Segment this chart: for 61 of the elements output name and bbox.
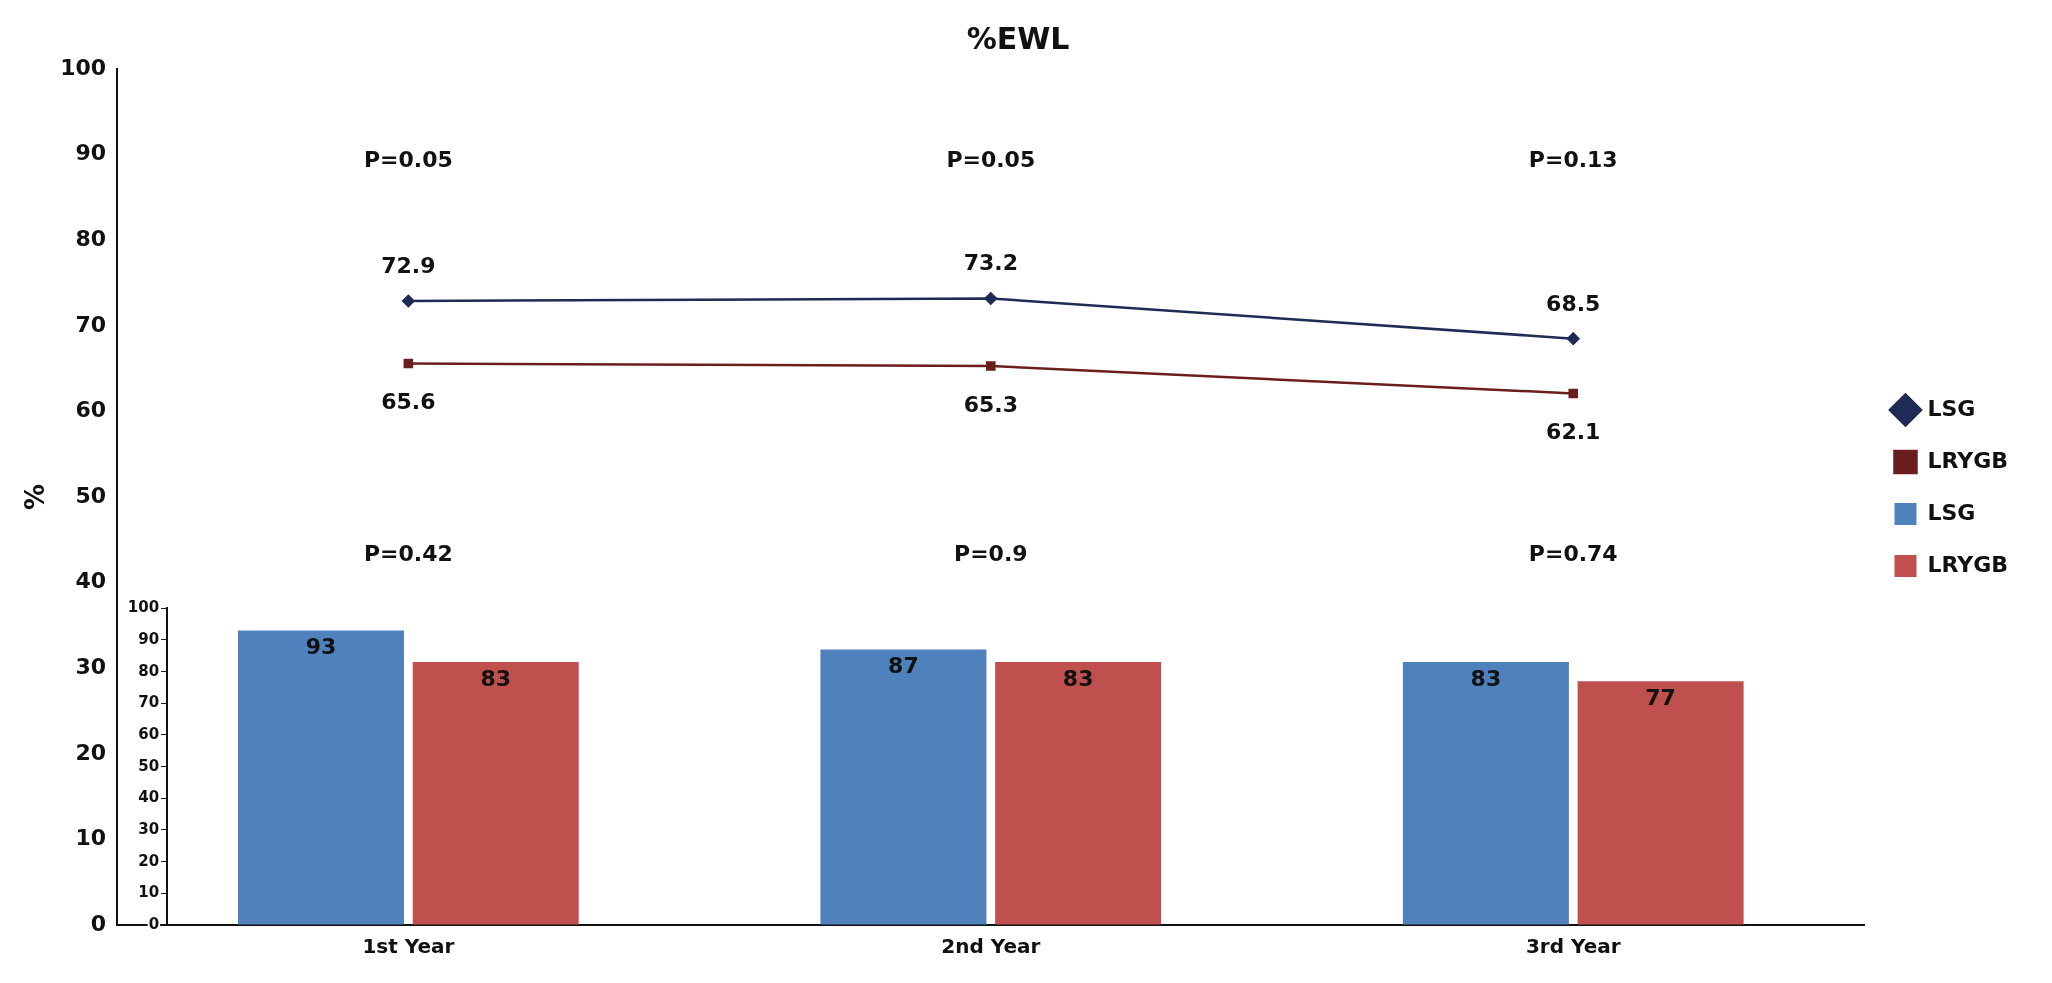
y-tick-label: 20: [75, 739, 107, 765]
data-label: 72.9: [381, 252, 436, 278]
y2-tick-label: 0: [148, 914, 160, 933]
bar: [1402, 662, 1569, 925]
annotation: P=0.05: [946, 147, 1036, 173]
y2-tick-label: 60: [138, 724, 160, 743]
bar: [1577, 681, 1744, 925]
point: [1568, 388, 1579, 399]
x-tick-label: 3rd Year: [1525, 934, 1621, 959]
annotation: P=0.74: [1528, 541, 1618, 567]
annotation: P=0.05: [363, 147, 453, 173]
y2-tick-label: 90: [138, 629, 160, 648]
bar: [412, 662, 579, 925]
data-label: 87: [888, 653, 919, 679]
y-tick-label: 80: [75, 225, 107, 251]
y-tick-label: 100: [60, 54, 107, 80]
y-tick-label: 30: [75, 653, 107, 679]
y-tick-label: 10: [75, 825, 107, 851]
data-label: 65.6: [381, 389, 436, 415]
legend-label: LSG: [1927, 395, 1976, 421]
bar: [995, 662, 1162, 925]
x-tick-label: 1st Year: [362, 934, 455, 959]
legend-label: LRYGB: [1927, 447, 2008, 473]
annotation: P=0.13: [1528, 147, 1618, 173]
bar: [237, 630, 404, 925]
y-tick-label: 0: [90, 910, 107, 936]
y2-tick-label: 50: [138, 756, 160, 775]
y2-tick-label: 10: [138, 883, 160, 902]
y-axis-title: %: [20, 483, 51, 511]
annotation: P=0.42: [363, 541, 453, 567]
y-tick-label: 50: [75, 482, 107, 508]
point: [1567, 332, 1580, 345]
y2-tick-label: 30: [138, 819, 160, 838]
legend-label: LRYGB: [1927, 551, 2008, 577]
y-tick-label: 70: [75, 311, 107, 337]
y2-tick-label: 80: [138, 661, 160, 680]
y2-tick-label: 70: [138, 693, 160, 712]
point: [986, 361, 996, 371]
data-label: 93: [305, 634, 337, 660]
x-tick-label: 2nd Year: [941, 934, 1041, 959]
point: [984, 292, 998, 305]
data-label: 73.2: [963, 250, 1018, 276]
legend-label: LSG: [1927, 499, 1976, 525]
annotation: P=0.9: [954, 541, 1028, 567]
y2-tick-label: 20: [138, 851, 160, 870]
data-label: 83: [480, 666, 512, 692]
data-label: 83: [1470, 666, 1502, 692]
data-label: 83: [1062, 666, 1094, 692]
point: [403, 358, 414, 369]
data-label: 65.3: [963, 392, 1018, 418]
data-label: 77: [1645, 685, 1676, 711]
y2-tick-label: 40: [138, 788, 160, 807]
point: [402, 294, 415, 308]
y-tick-label: 90: [75, 140, 107, 166]
data-label: 62.1: [1546, 419, 1601, 445]
y-tick-label: 60: [75, 397, 107, 423]
y2-tick-label: 100: [127, 598, 160, 617]
chart-title: %EWL: [966, 20, 1070, 56]
data-label: 68.5: [1546, 290, 1601, 316]
y-tick-label: 40: [75, 568, 107, 594]
bar: [820, 649, 987, 925]
